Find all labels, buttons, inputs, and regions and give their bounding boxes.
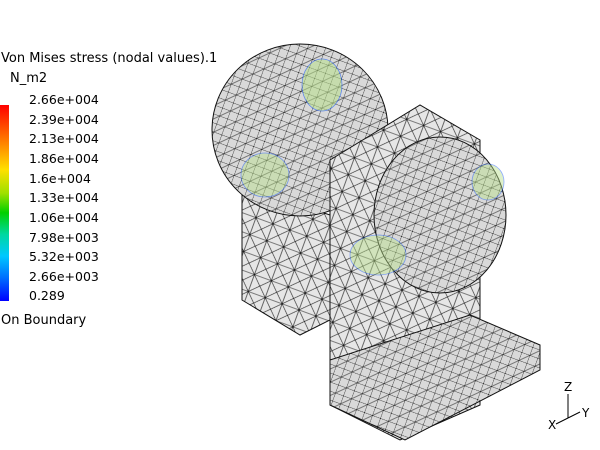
stress-spot [471, 163, 505, 201]
legend-label: 2.39e+004 [29, 112, 99, 127]
legend-label: 1.33e+004 [29, 190, 99, 205]
legend-label: 1.6e+004 [29, 171, 91, 186]
front-sphere [373, 136, 507, 294]
legend-footer: On Boundary [1, 313, 87, 328]
stress-spot [349, 234, 407, 276]
base-plate [329, 314, 541, 441]
legend-title: Von Mises stress (nodal values).1 [1, 51, 218, 66]
color-legend: Von Mises stress (nodal values).1 N_m2 2… [0, 51, 217, 331]
axis-lines [555, 394, 581, 425]
legend-label: 1.06e+004 [29, 210, 99, 225]
stress-spot [240, 152, 290, 198]
legend-unit: N_m2 [10, 71, 48, 86]
mesh-model[interactable] [211, 43, 541, 441]
legend-color-bar [0, 105, 9, 301]
legend-label: 7.98e+003 [29, 230, 99, 245]
stress-spot [301, 58, 343, 112]
axis-z-label: Z [564, 380, 573, 394]
legend-label: 1.86e+004 [29, 151, 99, 166]
legend-label: 2.66e+003 [29, 269, 99, 284]
legend-label: 0.289 [29, 288, 65, 303]
axis-y-label: Y [582, 406, 590, 420]
axis-x-label: X [548, 418, 557, 432]
axis-triad-icon[interactable]: Z Y X [540, 380, 600, 438]
legend-label: 2.13e+004 [29, 131, 99, 146]
legend-label: 5.32e+003 [29, 249, 99, 264]
legend-label: 2.66e+004 [29, 92, 99, 107]
